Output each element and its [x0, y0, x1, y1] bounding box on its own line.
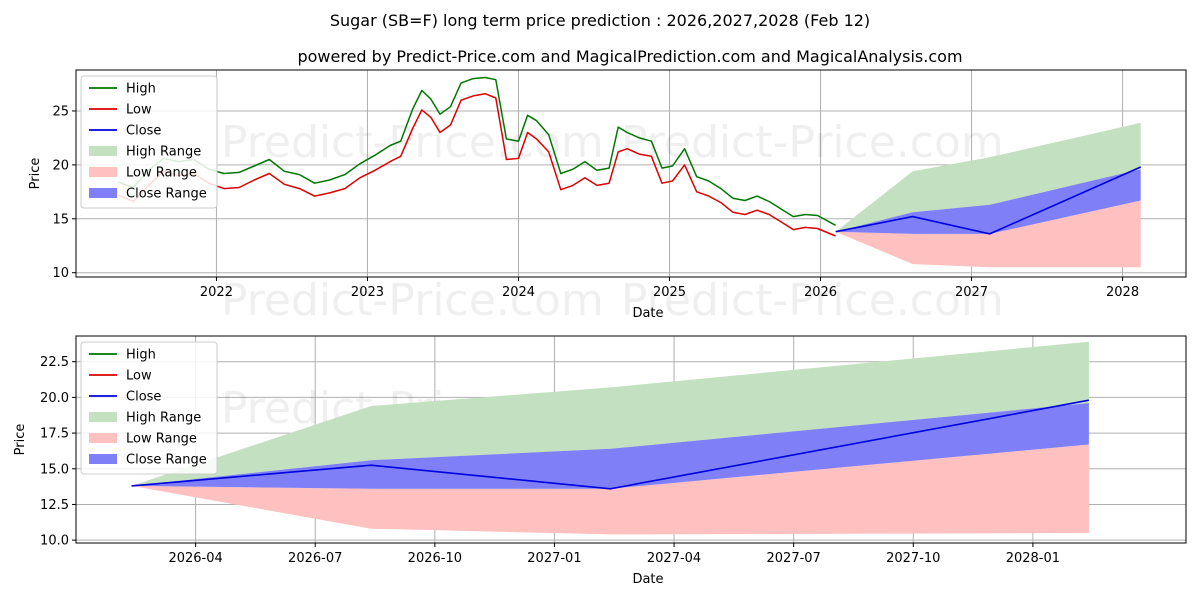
close-series-line	[131, 399, 1090, 490]
x-tick-label: 2024	[502, 285, 535, 300]
legend-label: Close Range	[126, 187, 207, 202]
legend-label: Close	[126, 124, 161, 139]
y-tick-label: 20.0	[40, 391, 69, 406]
x-tick-label: 2028-01	[1006, 551, 1060, 566]
y-tick-label: 25	[52, 104, 69, 119]
y-tick-label: 12.5	[40, 498, 69, 513]
x-axis-label: Date	[632, 572, 663, 587]
axes-frame	[75, 335, 1187, 544]
close-range-area	[835, 169, 1141, 234]
y-axis-label: Price	[28, 158, 43, 190]
y-tick-label: 22.5	[40, 355, 69, 370]
legend-label: Low	[126, 103, 152, 118]
close-range-area	[131, 403, 1089, 489]
y-axis-label: Price	[13, 424, 28, 456]
high-series-line	[118, 76, 836, 226]
axes-frame	[75, 69, 1187, 278]
legend-swatch-patch	[89, 146, 117, 156]
legend-label: High	[126, 348, 156, 363]
chart-title: Sugar (SB=F) long term price prediction …	[330, 11, 870, 30]
legend-label: Close Range	[126, 453, 207, 468]
x-tick-label: 2026-04	[168, 551, 222, 566]
x-tick-label: 2022	[200, 285, 233, 300]
legend-swatch-patch	[89, 454, 117, 464]
plot-area	[131, 341, 1090, 535]
x-axis-label: Date	[632, 306, 663, 321]
y-tick-label: 10	[52, 266, 69, 281]
watermark: Predict-Price.com	[621, 275, 1004, 326]
legend-label: Low Range	[126, 166, 197, 181]
legend-label: Low	[126, 369, 152, 384]
x-tick-label: 2027-01	[527, 551, 581, 566]
close-series-line	[835, 166, 1142, 235]
legend-label: Low Range	[126, 432, 197, 447]
legend-label: Close	[126, 390, 161, 405]
chart-subtitle: powered by Predict-Price.com and Magical…	[297, 47, 962, 66]
watermark: Predict-Price.com	[221, 275, 604, 326]
legend-label: High Range	[126, 145, 201, 160]
panel-forecast-zoom: Predict-Price.comPredict-Price.com2026-0…	[13, 335, 1187, 587]
x-tick-label: 2026-07	[288, 551, 342, 566]
low-series-line	[118, 92, 836, 237]
x-tick-label: 2026-10	[408, 551, 462, 566]
x-tick-label: 2027-07	[767, 551, 821, 566]
high-range-area	[131, 341, 1089, 486]
legend-label: High	[126, 82, 156, 97]
watermark: Predict-Price.com	[621, 117, 1004, 168]
x-tick-label: 2023	[351, 285, 384, 300]
y-tick-label: 15.0	[40, 462, 69, 477]
high-range-area	[835, 122, 1141, 232]
x-tick-label: 2026	[804, 285, 837, 300]
legend-swatch-patch	[89, 412, 117, 422]
legend-label: High Range	[126, 411, 201, 426]
y-tick-label: 15	[52, 212, 69, 227]
x-tick-label: 2027	[955, 285, 988, 300]
x-tick-label: 2025	[653, 285, 686, 300]
watermark: Predict-Price.com	[221, 117, 604, 168]
y-tick-label: 10.0	[40, 534, 69, 549]
panel-long-term: Predict-Price.com Predict-Price.com Predic…	[28, 69, 1187, 326]
x-tick-label: 2028	[1106, 285, 1139, 300]
y-tick-label: 17.5	[40, 427, 69, 442]
plot-area	[118, 76, 1142, 268]
legend-swatch-patch	[89, 433, 117, 443]
x-tick-label: 2027-10	[886, 551, 940, 566]
x-tick-label: 2027-04	[647, 551, 701, 566]
y-tick-label: 20	[52, 158, 69, 173]
legend-swatch-patch	[89, 167, 117, 177]
legend-swatch-patch	[89, 188, 117, 198]
